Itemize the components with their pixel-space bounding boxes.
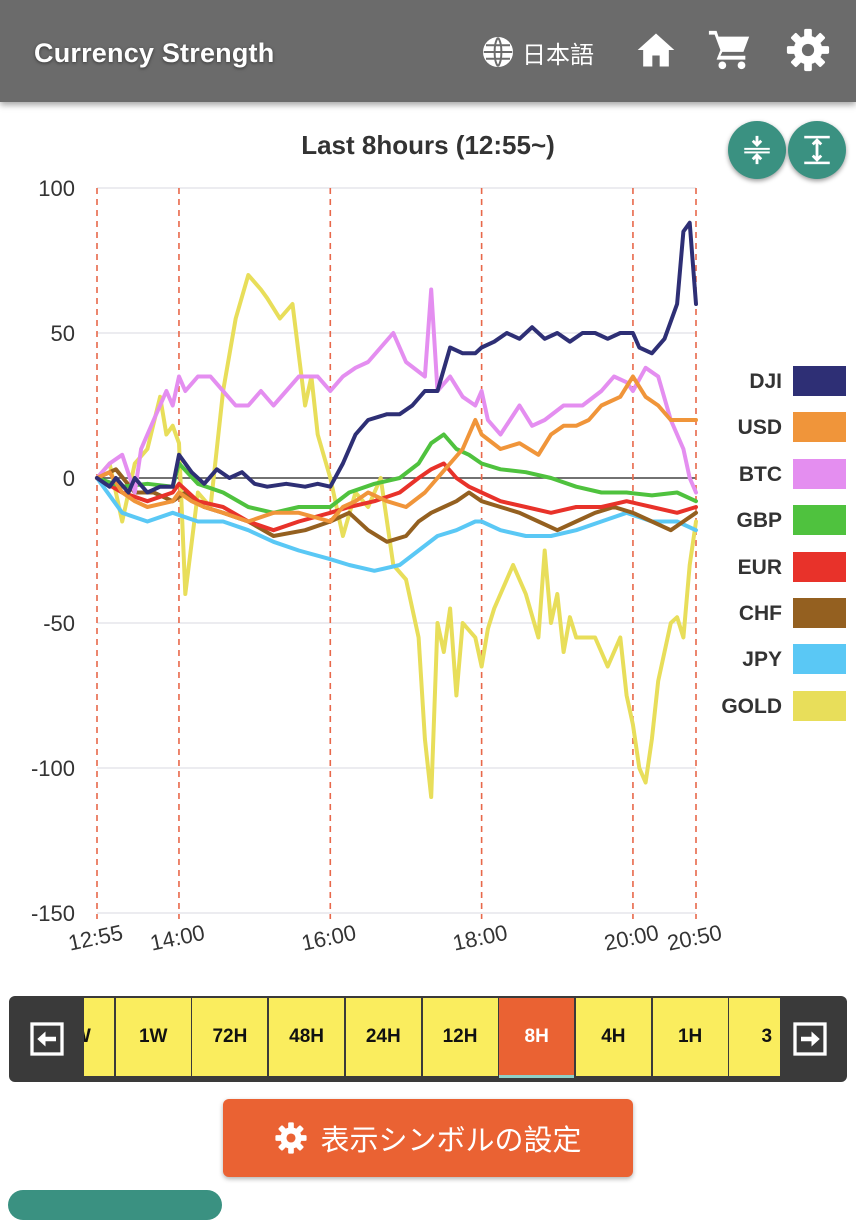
legend-swatch (793, 551, 846, 582)
bottom-button[interactable] (8, 1190, 222, 1220)
range-option-48h[interactable]: 48H (269, 998, 345, 1076)
legend-item-dji[interactable]: DJI (700, 366, 846, 396)
arrow-left-icon (29, 1022, 64, 1056)
app-bar: Currency Strength 日本語 (0, 0, 856, 102)
series-line-usd (95, 374, 698, 524)
range-option-1w[interactable]: 1W (115, 998, 191, 1076)
series-line-btc (95, 287, 698, 495)
legend-item-gold[interactable]: GOLD (700, 690, 846, 721)
compress-icon (744, 135, 770, 165)
range-option-8h[interactable]: 8H (499, 998, 575, 1078)
y-tick-label: -150 (31, 901, 75, 926)
range-selector: 2W1W72H48H24H12H8H4H1H3 (9, 996, 847, 1082)
range-track: 2W1W72H48H24H12H8H4H1H3 (84, 996, 780, 1078)
gear-icon (275, 1122, 308, 1154)
language-label: 日本語 (522, 41, 594, 69)
series-line-eur (95, 461, 698, 533)
y-tick-label: 0 (63, 466, 75, 491)
arrow-right-icon (792, 1022, 827, 1056)
legend-label: CHF (738, 602, 782, 625)
settings-icon-button[interactable] (784, 26, 832, 74)
legend-item-chf[interactable]: CHF (700, 598, 846, 628)
symbol-settings-label: 表示シンボルの設定 (320, 1125, 582, 1157)
legend-swatch (793, 598, 846, 628)
y-tick-label: -50 (43, 611, 75, 636)
language-switch[interactable]: 日本語 (480, 32, 594, 72)
expand-icon (804, 135, 830, 165)
home-button[interactable] (632, 26, 680, 74)
range-option-4h[interactable]: 4H (575, 998, 651, 1076)
legend-swatch (793, 366, 846, 396)
legend-item-eur[interactable]: EUR (700, 551, 846, 582)
expand-y-button[interactable] (788, 121, 846, 179)
series-line-dji (95, 220, 698, 495)
compress-y-button[interactable] (728, 121, 786, 179)
scroll-right-button[interactable] (772, 996, 847, 1082)
x-tick-label: 16:00 (299, 920, 358, 956)
series-line-gold (95, 273, 698, 799)
scroll-left-button[interactable] (9, 996, 84, 1082)
home-icon (637, 33, 675, 67)
legend-item-btc[interactable]: BTC (700, 458, 846, 489)
x-tick-label: 20:00 (602, 920, 661, 956)
x-tick-label: 18:00 (451, 920, 510, 956)
y-tick-label: -100 (31, 756, 75, 781)
legend-label: GBP (736, 509, 782, 533)
legend-swatch (793, 644, 846, 675)
series-line-jpy (95, 476, 698, 573)
gear-icon (786, 28, 830, 72)
x-tick-label: 14:00 (148, 920, 207, 956)
range-option-3[interactable]: 3 (729, 998, 780, 1076)
legend-item-usd[interactable]: USD (700, 412, 846, 443)
range-option-24h[interactable]: 24H (345, 998, 421, 1076)
range-option-2w[interactable]: 2W (84, 998, 114, 1076)
range-option-72h[interactable]: 72H (192, 998, 268, 1076)
legend-label: DJI (749, 370, 782, 393)
legend-label: BTC (738, 462, 782, 486)
legend-item-jpy[interactable]: JPY (700, 644, 846, 675)
range-option-12h[interactable]: 12H (422, 998, 498, 1076)
legend-swatch (793, 690, 846, 721)
legend-swatch (793, 505, 846, 536)
active-range-indicator (499, 1075, 575, 1078)
legend-swatch (793, 412, 846, 443)
app-title: Currency Strength (34, 38, 275, 68)
cart-icon (708, 30, 750, 70)
symbol-settings-button[interactable]: 表示シンボルの設定 (223, 1099, 633, 1177)
chart-title: Last 8hours (12:55~) (301, 130, 555, 160)
globe-icon (483, 37, 513, 67)
legend-label: USD (737, 416, 782, 440)
legend-item-gbp[interactable]: GBP (700, 505, 846, 536)
y-tick-label: 50 (51, 321, 75, 346)
series-line-gbp (95, 432, 698, 515)
legend-label: EUR (737, 555, 782, 579)
legend-swatch (793, 458, 846, 489)
cart-button[interactable] (706, 26, 754, 74)
legend-label: JPY (742, 648, 782, 672)
range-option-1h[interactable]: 1H (652, 998, 728, 1076)
x-tick-label: 20:50 (665, 920, 724, 956)
y-tick-label: 100 (38, 176, 75, 201)
legend-label: GOLD (721, 694, 782, 718)
